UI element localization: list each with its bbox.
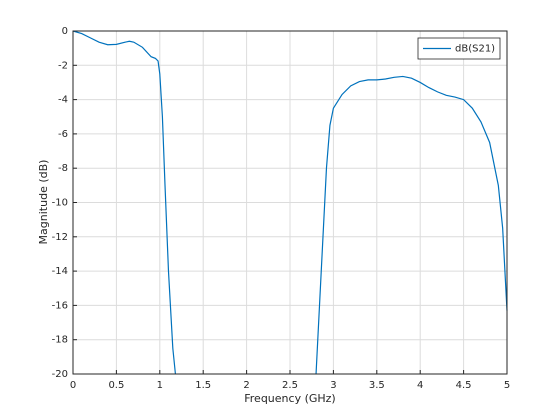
x-tick-label: 1 <box>157 380 163 391</box>
y-tick-label: -4 <box>58 95 68 106</box>
y-axis-label: Magnitude (dB) <box>37 160 50 245</box>
plot-frame <box>72 30 508 375</box>
y-tick-label: -12 <box>52 232 68 243</box>
data-line <box>72 30 508 375</box>
y-tick-label: 0 <box>62 26 68 37</box>
y-tick-label: -14 <box>52 266 68 277</box>
x-tick-label: 0.5 <box>108 380 124 391</box>
y-tick-label: -16 <box>52 300 68 311</box>
x-tick-label: 2 <box>243 380 249 391</box>
y-tick-label: -20 <box>52 369 68 380</box>
x-tick-label: 3.5 <box>369 380 385 391</box>
legend-box <box>417 37 501 60</box>
x-tick-label: 2.5 <box>282 380 298 391</box>
x-tick-label: 1.5 <box>195 380 211 391</box>
y-tick-label: -18 <box>52 335 68 346</box>
x-tick-label: 4.5 <box>456 380 472 391</box>
y-tick-label: -8 <box>58 163 68 174</box>
y-tick-label: -2 <box>58 60 68 71</box>
x-tick-label: 0 <box>70 380 76 391</box>
x-tick-label: 4 <box>417 380 423 391</box>
x-tick-label: 5 <box>504 380 510 391</box>
x-tick-label: 3 <box>330 380 336 391</box>
y-tick-label: -10 <box>52 198 68 209</box>
legend-label: dB(S21) <box>455 44 495 55</box>
x-axis-label: Frequency (GHz) <box>244 392 335 405</box>
y-tick-label: -6 <box>58 129 68 140</box>
